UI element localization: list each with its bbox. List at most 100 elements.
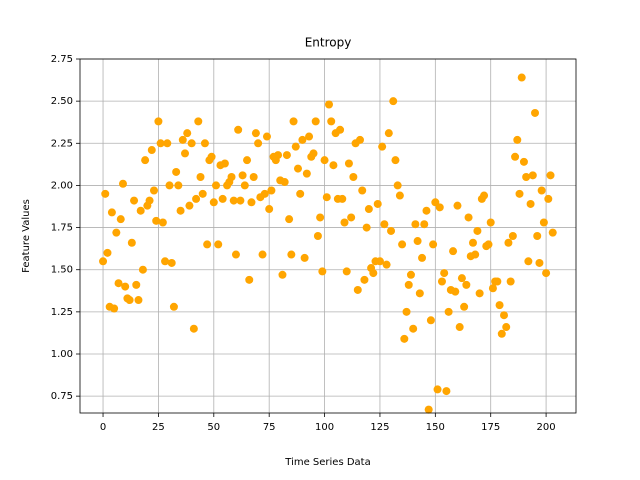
point	[495, 301, 504, 310]
point	[382, 260, 391, 269]
point	[537, 186, 546, 195]
point	[243, 156, 252, 165]
point	[305, 132, 314, 141]
point	[309, 149, 318, 158]
point	[533, 232, 542, 240]
point	[393, 181, 402, 190]
point	[451, 287, 460, 296]
x-tick-label: 175	[481, 422, 500, 433]
point	[121, 282, 130, 291]
point	[493, 277, 502, 286]
point	[548, 228, 557, 237]
y-tick-label: 1.75	[51, 223, 73, 234]
point	[101, 189, 110, 198]
point	[296, 189, 305, 198]
point	[349, 173, 358, 181]
point	[107, 208, 116, 217]
point	[462, 280, 471, 289]
point	[442, 387, 451, 396]
point	[426, 316, 435, 325]
point	[544, 194, 553, 203]
point	[395, 191, 404, 200]
point	[192, 194, 201, 203]
y-tick-label: 0.75	[51, 391, 73, 402]
y-tick-label: 2.75	[51, 54, 73, 65]
point	[152, 216, 161, 225]
point	[413, 237, 422, 246]
point	[336, 125, 345, 134]
y-tick-label: 2.25	[51, 138, 73, 149]
point	[344, 159, 353, 168]
point	[358, 186, 367, 195]
point	[340, 218, 349, 227]
y-tick-label: 2.00	[51, 180, 73, 191]
point	[475, 289, 484, 298]
point	[198, 189, 207, 198]
point	[293, 164, 302, 173]
point	[181, 149, 190, 158]
y-tick-label: 1.25	[51, 307, 73, 318]
point	[220, 159, 229, 168]
point	[112, 228, 121, 237]
point	[172, 167, 181, 176]
point	[404, 280, 413, 289]
point	[415, 289, 424, 298]
point	[231, 250, 240, 259]
point	[347, 213, 356, 222]
point	[384, 129, 393, 138]
point	[539, 218, 548, 227]
point	[178, 135, 187, 144]
point	[300, 253, 309, 262]
point	[158, 218, 167, 227]
point	[280, 178, 289, 187]
point	[313, 232, 322, 240]
point	[437, 277, 446, 286]
y-tick-label: 1.00	[51, 349, 73, 360]
point	[449, 247, 458, 256]
point	[285, 215, 294, 224]
point	[535, 258, 544, 267]
point	[251, 129, 260, 138]
point	[519, 157, 528, 166]
x-tick-label: 125	[370, 422, 389, 433]
point	[524, 257, 533, 266]
point	[169, 302, 178, 311]
point	[464, 213, 473, 222]
point	[398, 240, 407, 249]
point	[214, 240, 223, 249]
x-axis-label: Time Series Data	[284, 457, 370, 468]
point	[187, 139, 196, 148]
point	[488, 284, 497, 293]
point	[444, 307, 453, 316]
point	[380, 220, 389, 229]
point	[420, 220, 429, 229]
point	[360, 275, 369, 284]
point	[375, 257, 384, 266]
point	[440, 269, 449, 278]
point	[138, 265, 147, 274]
point	[212, 181, 221, 190]
point	[429, 240, 438, 249]
point	[274, 151, 283, 160]
point	[132, 280, 141, 289]
chart-title: Entropy	[305, 36, 352, 50]
point	[457, 274, 466, 283]
point	[227, 173, 236, 181]
point	[298, 135, 307, 144]
point	[236, 196, 245, 205]
point	[342, 267, 351, 276]
point	[389, 97, 398, 106]
point	[353, 285, 362, 294]
point	[422, 206, 431, 215]
point	[506, 277, 515, 286]
point	[433, 385, 442, 394]
point	[145, 196, 154, 205]
point	[497, 329, 506, 338]
point	[238, 171, 247, 180]
point	[245, 275, 254, 284]
point	[528, 171, 537, 180]
point	[174, 181, 183, 190]
point	[460, 302, 469, 311]
point	[209, 198, 218, 207]
